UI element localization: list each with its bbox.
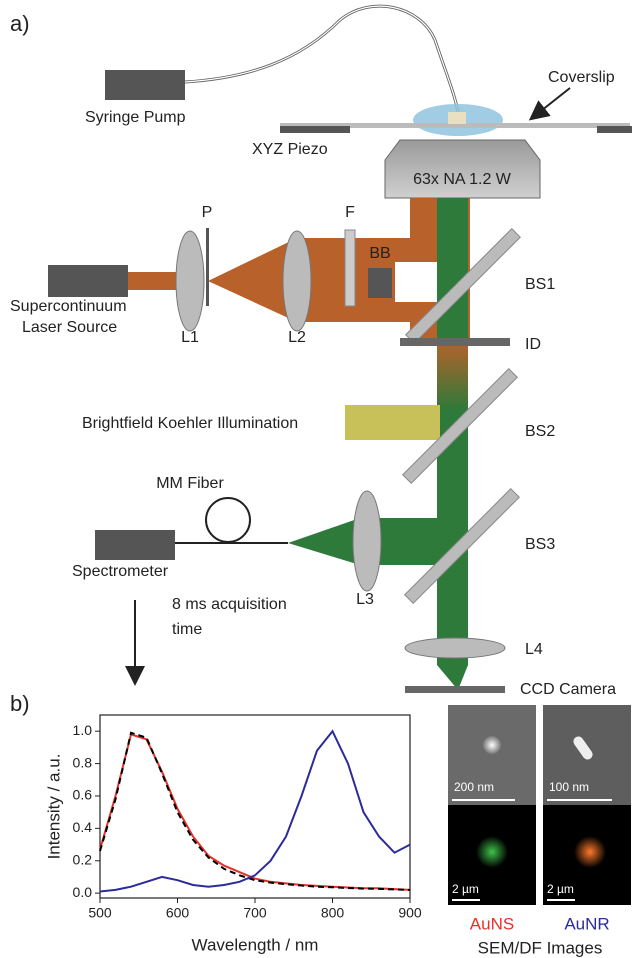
label: L3 bbox=[356, 591, 374, 608]
label: BS2 bbox=[525, 423, 555, 440]
scale-label: 200 nm bbox=[454, 780, 494, 794]
label: F bbox=[345, 204, 355, 221]
y-tick-label: 0.4 bbox=[73, 819, 93, 835]
label: 63x NA 1.2 W bbox=[413, 171, 512, 188]
label: L2 bbox=[288, 329, 306, 346]
x-axis-label: Wavelength / nm bbox=[192, 935, 319, 954]
x-tick-label: 500 bbox=[88, 905, 112, 921]
label: Spectrometer bbox=[72, 563, 169, 580]
x-tick-label: 900 bbox=[398, 905, 422, 921]
scale-label: 2 µm bbox=[547, 882, 574, 896]
scale-label: 2 µm bbox=[452, 882, 479, 896]
label: Coverslip bbox=[548, 69, 615, 86]
label: L1 bbox=[181, 329, 199, 346]
series-line bbox=[100, 731, 410, 891]
spectrum-chart: 0.0 0.2 0.4 0.6 0.8 1.0 500 600 700 800 900 Wavelen… bbox=[44, 715, 421, 954]
label: BS1 bbox=[525, 276, 555, 293]
label: BS3 bbox=[525, 536, 555, 553]
label: CCD Camera bbox=[520, 681, 616, 698]
label: Brightfield Koehler Illumination bbox=[82, 415, 298, 432]
panel-label: a) bbox=[10, 11, 30, 36]
label: XYZ Piezo bbox=[252, 141, 328, 158]
label: Supercontinuum bbox=[10, 298, 127, 315]
sample-name: AuNR bbox=[564, 914, 609, 933]
label: ID bbox=[525, 336, 541, 353]
y-tick-label: 0.6 bbox=[73, 787, 93, 803]
sample-name: AuNS bbox=[470, 914, 514, 933]
label: Syringe Pump bbox=[85, 109, 186, 126]
y-tick-label: 0.8 bbox=[73, 754, 93, 770]
y-tick-label: 1.0 bbox=[73, 722, 93, 738]
x-tick-label: 700 bbox=[243, 905, 267, 921]
image-panel bbox=[448, 705, 631, 905]
caption: SEM/DF Images bbox=[478, 938, 603, 957]
label: time bbox=[172, 621, 202, 638]
y-tick-label: 0.0 bbox=[73, 884, 93, 900]
x-tick-label: 600 bbox=[166, 905, 190, 921]
label: L4 bbox=[525, 641, 543, 658]
label: Laser Source bbox=[22, 319, 117, 336]
panel-label: b) bbox=[10, 691, 30, 716]
plot-frame bbox=[100, 715, 410, 898]
y-tick-label: 0.2 bbox=[73, 851, 93, 867]
figure: a) Syringe Pump Coverslip XYZ Piezo 63x … bbox=[0, 0, 636, 958]
label: BB bbox=[369, 245, 390, 262]
label: P bbox=[202, 204, 213, 221]
scale-label: 100 nm bbox=[549, 780, 589, 794]
y-axis-label: Intensity / a.u. bbox=[44, 754, 63, 860]
label: MM Fiber bbox=[156, 475, 224, 492]
x-tick-label: 800 bbox=[321, 905, 345, 921]
label: 8 ms acquisition bbox=[172, 596, 287, 613]
